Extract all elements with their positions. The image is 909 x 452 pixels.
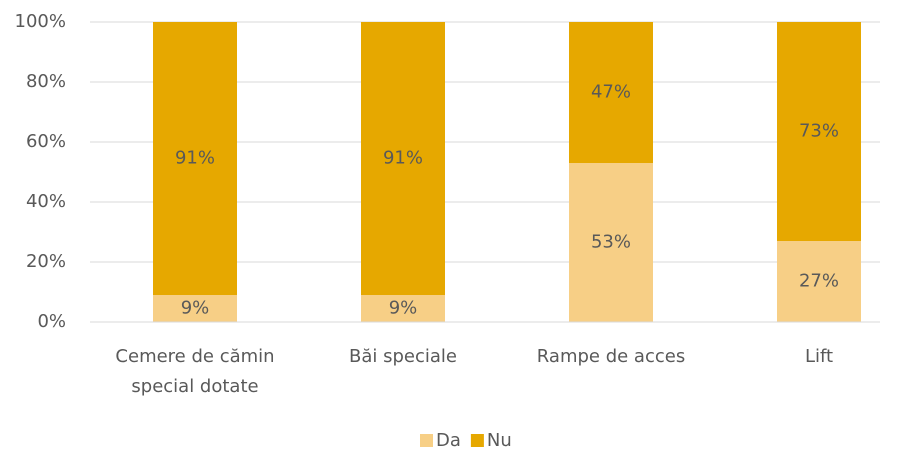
legend-label: Da [436,430,461,451]
bar-segment [777,22,861,241]
legend-swatch [420,434,433,447]
bar-segment [153,295,237,322]
data-label: 47% [591,82,631,103]
y-tick-label: 60% [26,131,66,152]
data-label: 9% [181,298,210,319]
bar-segment [361,295,445,322]
y-tick-label: 100% [15,11,66,32]
data-label: 27% [799,271,839,292]
y-tick-label: 80% [26,71,66,92]
y-tick-label: 20% [26,251,66,272]
legend-label: Nu [487,430,512,451]
x-tick-label: Lift [805,346,833,367]
x-tick-label: Cemere de cămin special dotate [115,346,274,397]
bar-segment [361,22,445,295]
x-tick-label: Băi speciale [349,346,457,367]
bar-segment [569,163,653,322]
data-label: 91% [175,148,215,169]
data-label: 53% [591,232,631,253]
y-tick-label: 40% [26,191,66,212]
bar-segment [777,241,861,322]
bar-segment [153,22,237,295]
bar-segment [569,22,653,163]
data-label: 91% [383,148,423,169]
x-tick-label: Rampe de acces [537,346,685,367]
y-tick-label: 0% [37,311,66,332]
legend-swatch [470,434,484,447]
data-label: 73% [799,121,839,142]
data-label: 9% [389,298,418,319]
